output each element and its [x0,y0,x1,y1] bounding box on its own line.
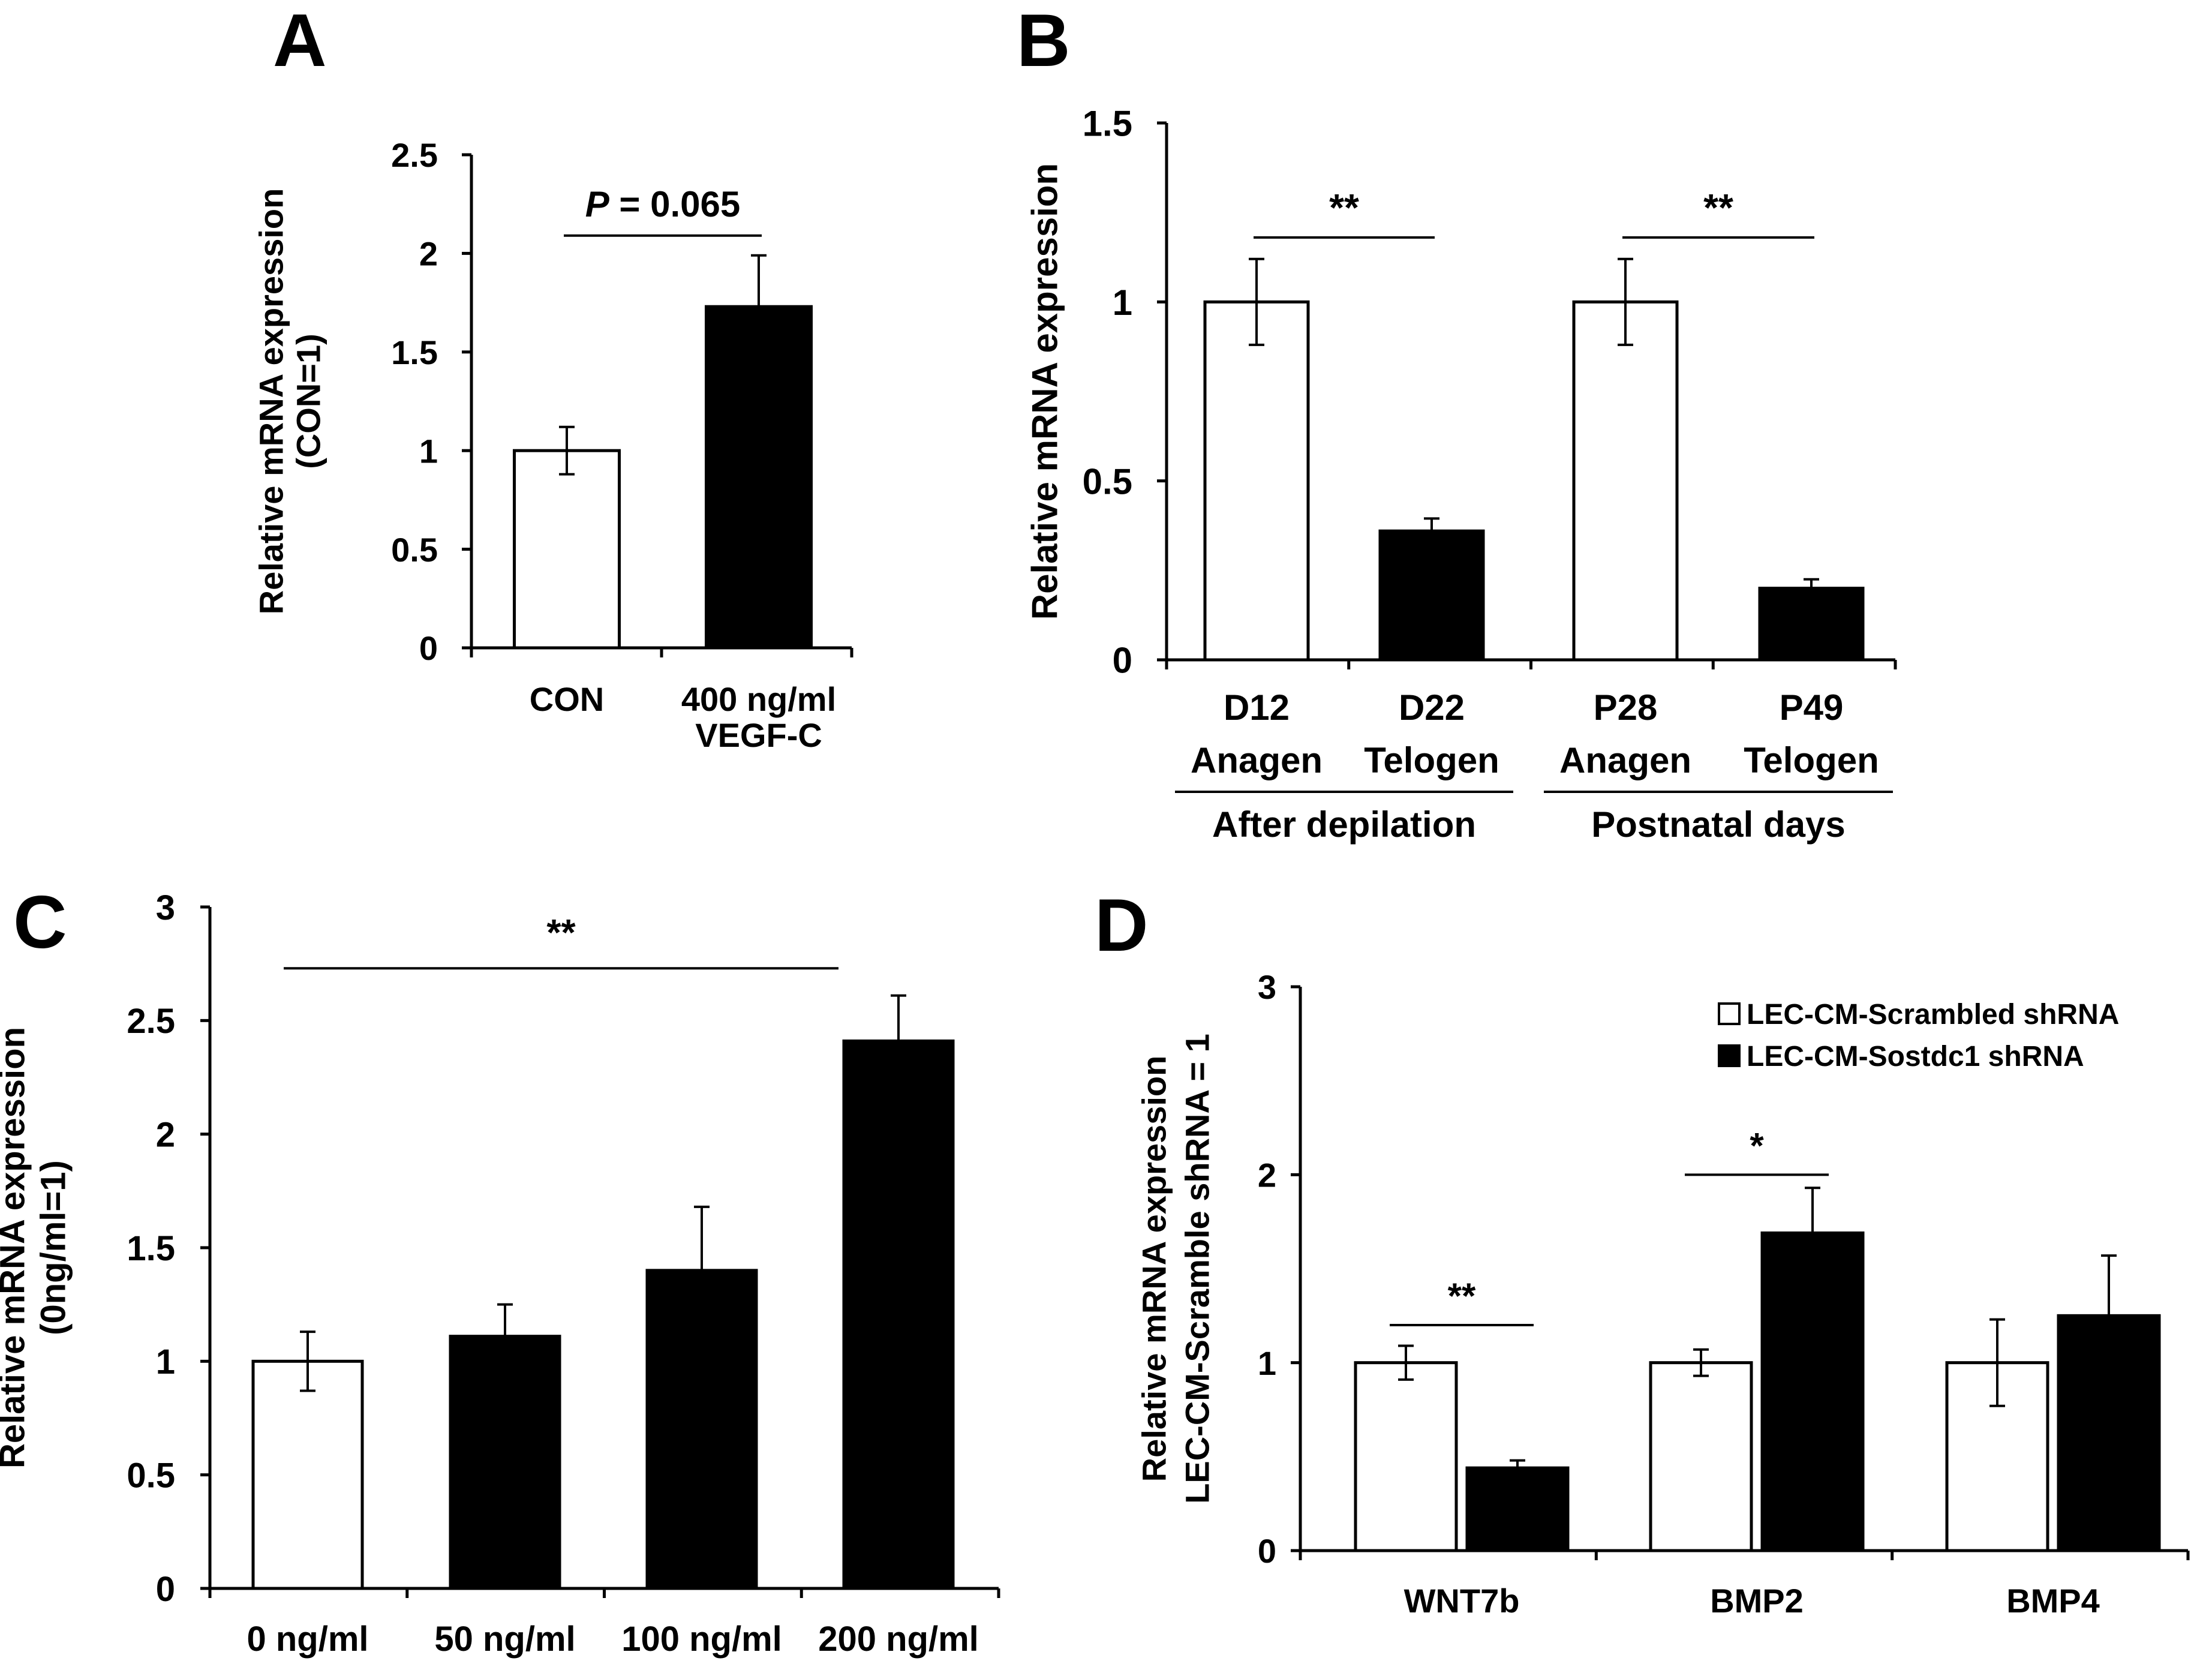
significance-label: ** [1703,186,1733,229]
bar [1758,587,1865,662]
panel-letter-c: C [13,881,67,964]
x-tick-label: Anagen [1191,740,1323,780]
x-tick-label: D22 [1399,687,1465,728]
y-tick-label: 2 [156,1116,175,1155]
bar [449,1335,561,1590]
x-tick-label: 400 ng/ml [681,680,836,718]
significance-label: * [1750,1125,1764,1166]
bar [2057,1314,2161,1552]
bar [1572,300,1679,662]
legend-swatch [1718,1044,1741,1067]
x-tick-label: WNT7b [1404,1582,1520,1620]
y-tick-label: 0 [1258,1532,1276,1570]
chart-panel-a: 0 0.5 1 1.5 2 2.5 Relative mRNA expression (CON… [253,136,853,754]
panel-letter-d: D [1095,884,1149,967]
y-tick-label: 0 [1113,641,1132,681]
y-tick-label: 3 [1258,968,1276,1006]
y-axis-label: Relative mRNA expression [0,1027,32,1468]
bar [251,1359,364,1590]
y-tick-label: 2.5 [391,136,438,174]
significance-label: P = 0.065 [585,184,741,224]
y-tick-label: 1.5 [391,334,438,371]
y-tick-label: 1.5 [1083,104,1132,144]
legend-label: LEC-CM-Sostdc1 shRNA [1747,1041,2084,1073]
bar [645,1269,758,1590]
y-tick-label: 1.5 [127,1229,175,1268]
panel-letter-a: A [273,0,327,82]
significance-label-p: P [585,184,610,224]
x-tick-label: 200 ng/ml [818,1620,979,1659]
x-tick-label: D12 [1224,687,1290,728]
chart-panel-c: 0 0.5 1 1.5 2 2.5 3 Relative mRNA expression(0n… [0,888,1000,1659]
y-tick-label: 2 [419,235,438,273]
x-tick-label: Telogen [1364,740,1499,780]
x-tick-label: P28 [1594,687,1658,728]
y-axis-label: LEC-CM-Scramble shRNA = 1 [1179,1034,1216,1504]
bar [1378,529,1485,662]
y-axis-label: (0ng/ml=1) [34,1160,73,1335]
y-axis-label: Relative mRNA expression [1025,163,1065,620]
x-tick-label: Anagen [1559,740,1691,780]
y-tick-label: 0.5 [391,531,438,569]
y-tick-label: 1 [419,432,438,470]
y-tick-label: 1 [156,1342,175,1381]
y-tick-label: 1 [1258,1344,1276,1382]
bar [513,449,621,650]
x-tick-label: P49 [1780,687,1844,728]
legend-swatch [1718,1002,1741,1025]
significance-label: ** [1448,1276,1476,1316]
x-tick-label: CON [530,680,604,718]
y-tick-label: 0 [419,629,438,667]
panel-letter-b: B [1017,0,1071,82]
bar [705,305,813,650]
y-tick-label: 0.5 [1083,461,1132,501]
y-axis-label: Relative mRNA expression [1135,1056,1173,1482]
y-tick-label: 2 [1258,1156,1276,1194]
legend-label: LEC-CM-Scrambled shRNA [1747,999,2119,1031]
significance-label: ** [546,912,576,954]
bar [1465,1466,1570,1552]
y-tick-label: 0 [156,1570,175,1609]
x-tick-label: VEGF-C [695,716,822,754]
y-tick-label: 3 [156,888,175,927]
bar [1203,300,1310,662]
significance-label: ** [1329,186,1359,229]
bar [1760,1231,1865,1552]
x-tick-label: 50 ng/ml [434,1620,575,1659]
bar [842,1039,955,1590]
significance-label-value: = 0.065 [609,184,741,224]
x-tick-label: 100 ng/ml [621,1620,782,1659]
x-tick-label: BMP2 [1710,1582,1804,1620]
x-tick-label: Telogen [1744,740,1879,780]
chart-panel-b: 0 0.5 1 1.5 Relative mRNA expression D12 Anage… [1025,104,1897,845]
y-tick-label: 0.5 [127,1456,175,1495]
x-tick-label: BMP4 [2006,1582,2100,1620]
y-axis-label: (CON=1) [290,334,327,469]
bar [1649,1361,1753,1552]
group-label: After depilation [1212,804,1476,845]
x-tick-label: 0 ng/ml [247,1620,368,1659]
group-label: Postnatal days [1591,804,1846,845]
y-tick-label: 2.5 [127,1002,175,1041]
y-axis-label: Relative mRNA expression [253,188,290,615]
y-tick-label: 1 [1113,283,1132,323]
bar [1354,1361,1458,1552]
